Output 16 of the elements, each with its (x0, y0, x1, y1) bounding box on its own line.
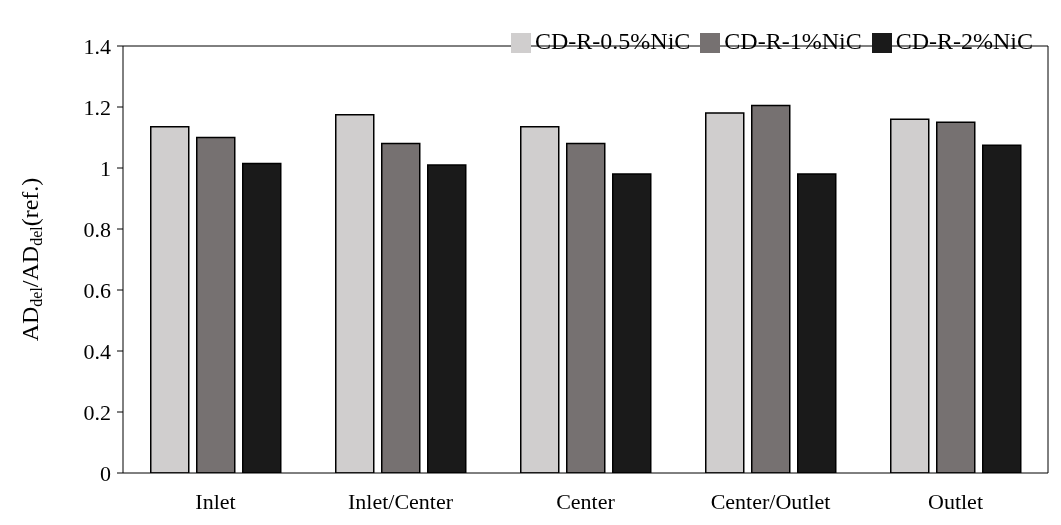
y-tick-label: 0 (100, 460, 111, 486)
legend-label: CD-R-2%NiC (895, 28, 1033, 54)
x-tick-label: Inlet (195, 488, 236, 514)
y-tick-label: 1 (100, 155, 111, 181)
x-tick-label: Center/Outlet (710, 488, 831, 514)
y-tick-label: 1.4 (83, 33, 111, 59)
y-tick-label: 0.2 (83, 399, 111, 425)
y-tick-label: 0.4 (83, 338, 111, 364)
legend-label: CD-R-1%NiC (724, 28, 862, 54)
legend-label: CD-R-0.5%NiC (534, 28, 691, 54)
y-tick-label: 0.8 (83, 216, 111, 242)
x-tick-label: Inlet/Center (347, 488, 454, 514)
y-tick-label: 1.2 (83, 94, 111, 120)
x-tick-label: Outlet (928, 488, 983, 514)
y-tick-label: 0.6 (83, 277, 111, 303)
x-tick-label: Center (556, 488, 616, 514)
